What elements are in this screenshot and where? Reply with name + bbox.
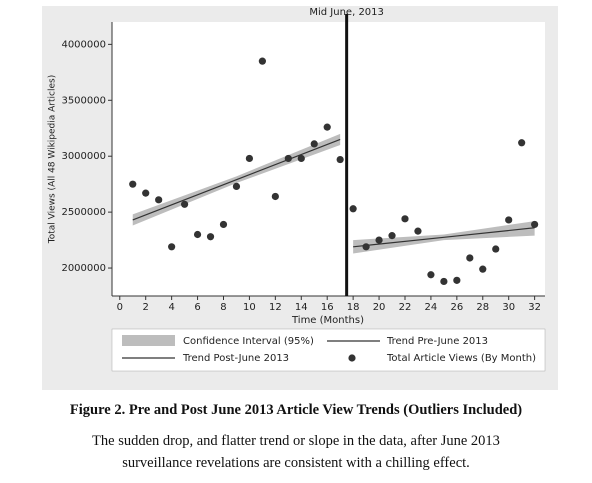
x-tick-label: 0 bbox=[117, 302, 123, 313]
data-point bbox=[258, 57, 266, 65]
y-axis-label: Total Views (All 48 Wikipedia Articles) bbox=[48, 75, 58, 244]
data-point bbox=[362, 243, 370, 251]
x-tick-label: 8 bbox=[220, 302, 226, 313]
trend-line bbox=[132, 138, 341, 221]
legend-swatch bbox=[348, 354, 356, 362]
data-point bbox=[349, 205, 357, 213]
data-point bbox=[336, 155, 344, 164]
legend-label: Trend Pre-June 2013 bbox=[386, 336, 488, 347]
data-point bbox=[453, 276, 461, 284]
data-point bbox=[271, 192, 279, 201]
data-point bbox=[518, 139, 526, 147]
figure-caption: The sudden drop, and flatter trend or sl… bbox=[92, 433, 500, 471]
legend bbox=[111, 328, 546, 372]
data-point bbox=[531, 220, 539, 229]
x-tick-label: 4 bbox=[168, 302, 174, 313]
y-tick-label: 3000000 bbox=[61, 151, 106, 162]
x-tick-label: 16 bbox=[321, 302, 334, 313]
x-tick-label: 24 bbox=[425, 302, 438, 313]
data-point bbox=[129, 180, 137, 188]
data-point bbox=[466, 254, 474, 262]
x-tick-label: 12 bbox=[269, 302, 282, 313]
x-tick-label: 22 bbox=[399, 302, 412, 313]
data-point bbox=[505, 216, 513, 224]
data-point bbox=[440, 277, 448, 286]
data-point bbox=[219, 220, 228, 229]
figure-title: Figure 2. Pre and Post June 2013 Article… bbox=[69, 402, 523, 418]
data-point bbox=[180, 200, 189, 208]
plot-area bbox=[112, 22, 545, 296]
data-point bbox=[310, 140, 318, 148]
data-point bbox=[492, 245, 500, 253]
y-tick-label: 2500000 bbox=[61, 207, 106, 218]
data-point bbox=[427, 271, 435, 279]
x-tick-label: 14 bbox=[295, 302, 308, 313]
x-tick-label: 28 bbox=[476, 302, 489, 313]
data-point bbox=[375, 236, 383, 244]
x-axis-label: Time (Months) bbox=[291, 315, 364, 326]
data-point bbox=[401, 215, 409, 223]
data-point bbox=[323, 123, 331, 131]
legend-swatch bbox=[122, 335, 175, 346]
data-point bbox=[232, 182, 241, 190]
data-point bbox=[284, 154, 292, 163]
x-tick-label: 26 bbox=[450, 302, 463, 313]
x-tick-label: 32 bbox=[528, 302, 541, 313]
x-tick-label: 6 bbox=[194, 302, 200, 313]
data-point bbox=[414, 227, 422, 235]
y-tick-label: 4000000 bbox=[61, 39, 106, 50]
data-point bbox=[297, 154, 305, 163]
data-point bbox=[168, 243, 176, 251]
data-point bbox=[479, 265, 487, 273]
legend-label: Confidence Interval (95%) bbox=[183, 336, 314, 347]
x-tick-label: 10 bbox=[243, 302, 256, 313]
x-tick-label: 20 bbox=[373, 302, 386, 313]
data-point bbox=[155, 196, 163, 204]
x-tick-label: 30 bbox=[502, 302, 515, 313]
x-tick-label: 2 bbox=[143, 302, 149, 313]
y-tick-label: 2000000 bbox=[61, 263, 106, 274]
x-tick-label: 18 bbox=[347, 302, 360, 313]
trend-line bbox=[353, 227, 535, 248]
data-point bbox=[245, 154, 254, 163]
data-point bbox=[193, 230, 202, 239]
annotation: Mid June, 2013 bbox=[309, 7, 384, 18]
y-tick-label: 3500000 bbox=[61, 95, 106, 106]
data-point bbox=[142, 189, 150, 197]
legend-label: Trend Post-June 2013 bbox=[182, 353, 289, 364]
legend-label: Total Article Views (By Month) bbox=[386, 353, 536, 364]
data-point bbox=[206, 233, 215, 241]
data-point bbox=[388, 232, 396, 240]
